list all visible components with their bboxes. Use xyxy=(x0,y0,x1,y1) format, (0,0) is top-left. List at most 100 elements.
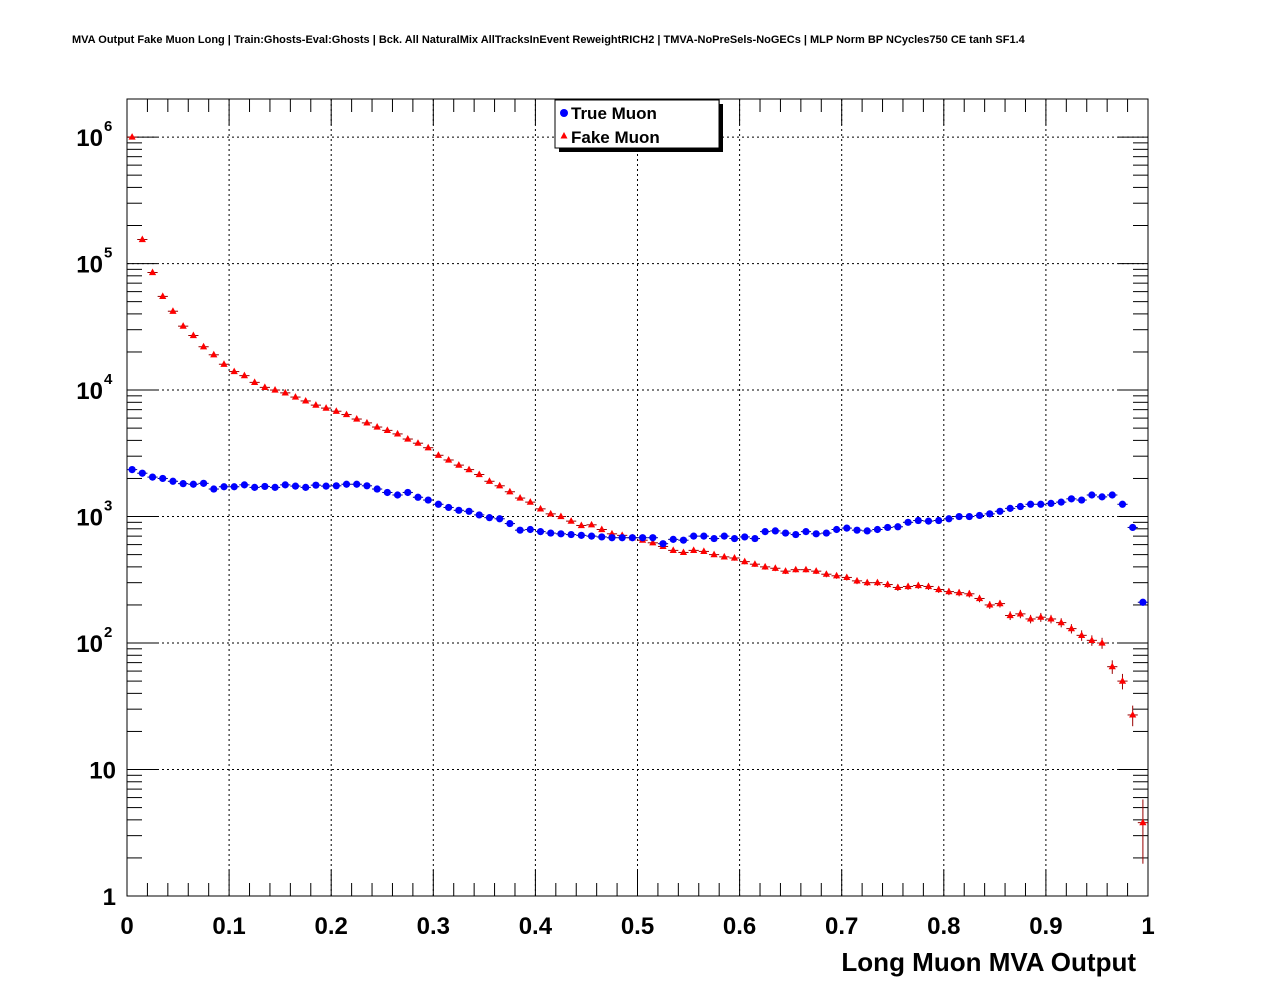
true-muon-point xyxy=(628,534,636,542)
fake-muon-point xyxy=(690,546,698,553)
fake-muon-point xyxy=(1088,636,1096,643)
fake-muon-point xyxy=(547,509,555,517)
true-muon-point xyxy=(393,491,402,499)
y-tick-label: 10 xyxy=(76,378,103,405)
fake-muon-point xyxy=(526,498,534,505)
fake-muon-point xyxy=(832,571,841,579)
true-muon-point xyxy=(414,493,422,501)
x-tick-label: 0.6 xyxy=(723,913,756,940)
true-muon-point xyxy=(965,512,973,521)
fake-muon-point xyxy=(342,410,351,418)
true-muon-point xyxy=(210,485,218,493)
true-muon-point xyxy=(424,496,432,504)
fake-muon-point xyxy=(230,367,238,375)
true-muon-point xyxy=(1047,499,1055,508)
fake-muon-point xyxy=(240,371,249,379)
true-muon-point xyxy=(914,516,922,525)
true-muon-point xyxy=(1098,493,1106,501)
fake-muon-point xyxy=(1057,618,1065,626)
true-muon-point xyxy=(547,529,555,537)
y-tick-label: 10 xyxy=(76,252,103,279)
fake-muon-point xyxy=(138,235,146,243)
true-muon-point xyxy=(843,524,851,532)
true-muon-point xyxy=(873,525,882,534)
true-muon-point xyxy=(383,488,391,497)
x-tick-label: 0.7 xyxy=(825,913,858,940)
fake-muon-point xyxy=(965,589,973,597)
true-muon-point xyxy=(802,528,810,536)
true-muon-point xyxy=(812,530,820,538)
y-tick-exponent: 5 xyxy=(104,245,112,262)
plot-frame xyxy=(126,98,1149,897)
true-muon-point xyxy=(975,511,984,520)
true-muon-point xyxy=(832,525,841,534)
data-points xyxy=(128,133,1147,826)
fake-muon-point xyxy=(1006,611,1014,619)
true-muon-point xyxy=(608,534,616,542)
fake-muon-point xyxy=(1026,614,1035,622)
true-muon-point xyxy=(669,535,677,543)
fake-muon-point xyxy=(536,504,545,512)
true-muon-point xyxy=(1129,523,1137,532)
fake-muon-point xyxy=(730,554,739,561)
fake-muon-point xyxy=(975,594,984,602)
fake-muon-point xyxy=(996,599,1004,607)
fake-muon-point xyxy=(649,538,657,546)
true-muon-point xyxy=(363,482,371,490)
true-muon-point xyxy=(751,534,759,543)
y-tick-exponent: 6 xyxy=(104,118,112,135)
fake-muon-point xyxy=(761,562,769,570)
y-tick-exponent: 4 xyxy=(104,371,113,388)
fake-muon-point xyxy=(1047,614,1055,622)
fake-muon-point xyxy=(465,465,473,473)
true-muon-point xyxy=(884,523,892,532)
true-muon-point xyxy=(822,529,830,537)
fake-muon-point xyxy=(557,512,565,520)
true-muon-point xyxy=(291,482,300,490)
fake-muon-point xyxy=(445,455,453,463)
fake-muon-point xyxy=(781,567,790,574)
fake-muon-point xyxy=(884,580,892,588)
true-muon-point xyxy=(169,477,177,485)
true-muon-point xyxy=(945,515,953,523)
true-muon-point xyxy=(189,480,197,488)
fake-muon-point xyxy=(485,477,494,484)
x-tick-label: 0.8 xyxy=(927,913,960,940)
true-muon-point xyxy=(1006,504,1014,512)
fake-muon-point xyxy=(128,133,136,140)
true-muon-point xyxy=(639,534,647,542)
fake-muon-point xyxy=(986,600,994,608)
fake-muon-point xyxy=(199,342,208,350)
fake-muon-point xyxy=(271,386,279,393)
fake-muon-point xyxy=(945,587,953,595)
true-muon-point xyxy=(935,516,943,525)
true-muon-point xyxy=(342,480,351,488)
true-muon-point xyxy=(771,527,779,535)
axis-ticks xyxy=(126,98,1149,897)
true-muon-point xyxy=(1078,496,1086,504)
fake-muon-point xyxy=(812,567,820,574)
true-muon-point xyxy=(996,507,1004,515)
fake-muon-point xyxy=(373,423,381,430)
y-tick-label: 1 xyxy=(103,884,116,911)
fake-muon-point xyxy=(935,585,943,593)
legend-marker-true-muon xyxy=(560,109,568,117)
true-muon-point xyxy=(220,483,228,491)
true-muon-point xyxy=(904,518,912,526)
true-muon-point xyxy=(1067,495,1076,503)
true-muon-point xyxy=(710,534,718,543)
fake-muon-point xyxy=(1129,710,1137,718)
true-muon-point xyxy=(465,507,473,515)
y-tick-label: 10 xyxy=(76,125,103,152)
fake-muon-point xyxy=(567,517,575,524)
true-muon-point xyxy=(986,510,994,518)
fake-muon-point xyxy=(1016,609,1024,617)
fake-muon-point xyxy=(751,560,759,567)
legend-label-fake-muon: Fake Muon xyxy=(571,128,660,147)
true-muon-point xyxy=(690,532,698,540)
true-muon-point xyxy=(485,514,494,522)
true-muon-point xyxy=(404,488,412,497)
true-muon-point xyxy=(455,506,463,514)
true-muon-point xyxy=(373,485,381,493)
fake-muon-point xyxy=(251,378,259,385)
